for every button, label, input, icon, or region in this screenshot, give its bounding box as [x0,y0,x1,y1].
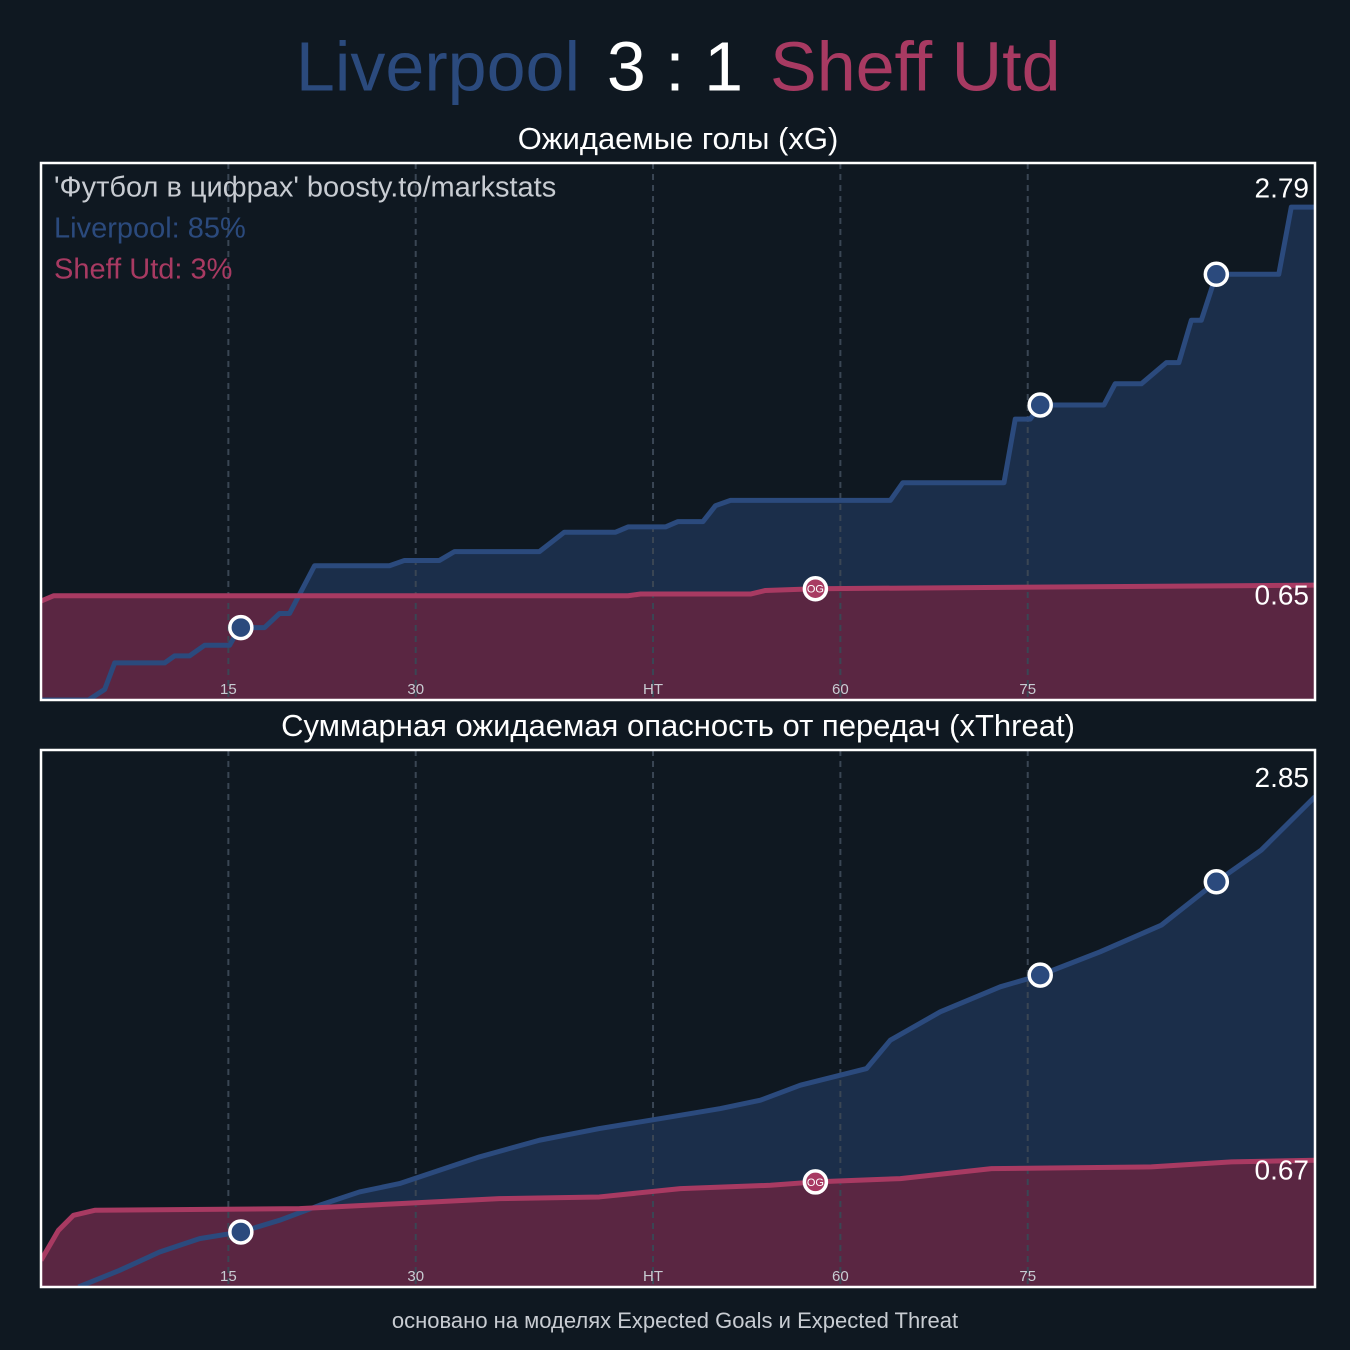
goal-label: OG [807,584,824,596]
area [78,796,1315,1287]
footer: основано на моделях Expected Goals и Exp… [392,1308,958,1333]
goal-marker [1027,392,1053,418]
goal-marker [802,575,829,602]
x-tick-label: 15 [220,1268,237,1285]
end-value-label: 0.65 [1255,580,1310,611]
x-tick-label: 60 [832,681,849,698]
goal-marker [228,1219,254,1245]
frame [39,748,1317,1289]
x-tick-label: 30 [407,681,424,698]
series-line [77,794,1315,1287]
annotation: Sheff Utd: 3% [54,254,232,286]
goal-marker [1203,868,1230,895]
goal-marker [228,614,254,641]
area [41,207,1315,700]
x-tick-label: HT [643,1268,663,1285]
end-value-label: 2.85 [1255,762,1310,793]
x-tick-label: 15 [220,681,237,698]
plot [41,750,1315,1287]
annotation: 'Футбол в цифрах' boosty.to/markstats [54,172,556,204]
end-value-label: 0.67 [1255,1155,1310,1186]
goal-marker [1203,261,1230,288]
chart-title: Ожидаемые голы (xG) [518,121,839,156]
x-tick-label: 75 [1019,1268,1036,1285]
end-value-label: 2.79 [1255,173,1310,204]
x-tick-label: HT [643,681,663,698]
x-tick-label: 30 [407,1268,424,1285]
area [41,1160,1315,1287]
frame [39,161,1317,702]
chart-title: Суммарная ожидаемая опасность от передач… [281,708,1075,743]
goal-marker [802,1169,829,1195]
annotation: Liverpool: 85% [54,213,246,245]
x-tick-label: 75 [1019,681,1036,698]
x-tick-label: 60 [832,1268,849,1285]
goal-marker [1027,962,1053,988]
series-line [41,1157,1315,1262]
plot [41,163,1315,700]
goal-label: OG [807,1177,824,1189]
series-line [41,204,1315,700]
score: 3 : 1 [607,27,743,105]
home-team: Liverpool [296,27,580,105]
area [41,585,1315,700]
away-team: Sheff Utd [770,27,1061,105]
